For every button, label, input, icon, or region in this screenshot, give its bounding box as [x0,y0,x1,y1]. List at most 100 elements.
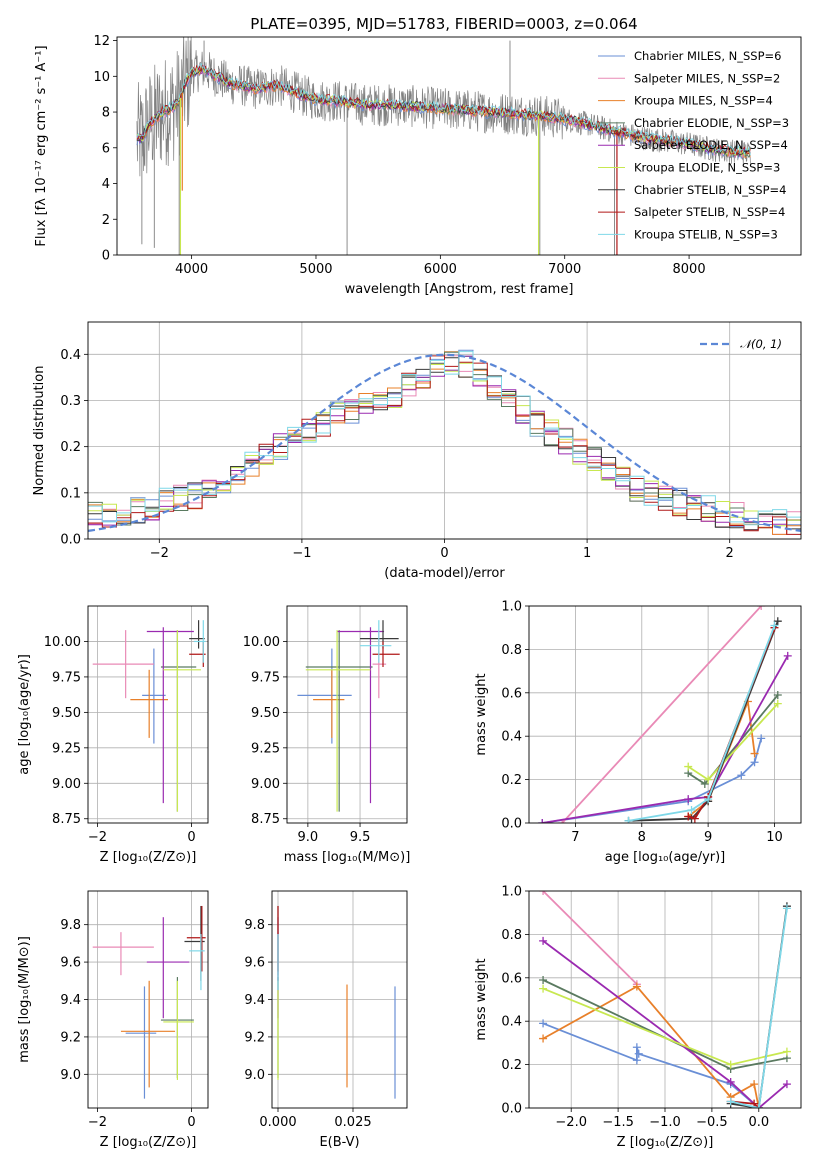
axes-frame [528,605,802,824]
weight-marker [538,819,547,823]
x-tick-label: 6000 [424,262,457,277]
legend-label-8: Kroupa STELIB, N_SSP=3 [634,227,778,241]
axes-0: 4000 5000 6000 7000 8000 0 2 4 6 8 10 12 wavelength … [34,15,802,297]
weight-line-2 [542,985,760,1108]
y-tick-label: 8.75 [52,812,81,827]
axes-frame [87,605,209,824]
weight-marker [632,1043,641,1052]
x-tick-label: 5000 [299,262,332,277]
x-tick-label: 2 [726,546,734,561]
legend-label-1: Salpeter MILES, N_SSP=2 [634,71,780,85]
weight-marker [783,651,792,660]
weight-marker [704,795,713,804]
x-tick-label: 9.5 [350,830,371,845]
x-axis-label: E(B-V) [319,1135,359,1150]
y-tick-label: 9.00 [251,777,280,792]
model-spectrum-8 [136,62,751,156]
weight-marker [773,699,782,708]
weight-marker [726,1060,735,1069]
weight-marker [632,1056,641,1065]
x-tick-label: 0.0 [748,1115,769,1130]
x-tick-label: −1 [292,546,311,561]
y-tick-label: 0.2 [501,1058,522,1073]
legend-label-2: Kroupa MILES, N_SSP=4 [634,94,773,108]
plot-area [539,891,791,1108]
y-tick-label: 9.6 [244,956,265,971]
plot-area [538,606,792,823]
x-tick-label: −2 [88,1115,107,1130]
y-tick-label: 0.3 [60,394,81,409]
y-tick-label: 10.00 [243,635,280,650]
x-tick-label: 8000 [673,262,706,277]
weight-marker [773,617,782,626]
x-tick-label: 0 [440,546,448,561]
y-tick-label: 0.6 [501,971,522,986]
weight-line-8 [730,908,788,1108]
weight-marker [632,982,641,991]
weight-marker [750,749,759,758]
legend-label-3: Chabrier ELODIE, N_SSP=3 [634,116,789,130]
legend-label-5: Kroupa ELODIE, N_SSP=3 [634,161,780,175]
x-tick-label: −0.5 [696,1115,728,1130]
x-axis-label: (data-model)/error [384,566,505,581]
weight-marker [539,936,548,945]
x-tick-label: 1 [583,546,591,561]
x-tick-label: −2 [88,830,107,845]
y-tick-label: 9.00 [52,777,81,792]
plot-area [88,349,801,535]
x-tick-label: 10 [766,830,783,845]
weight-marker [757,734,766,743]
y-tick-label: 9.6 [60,956,81,971]
weight-marker [782,904,791,913]
axes-frame [87,890,209,1109]
weight-marker [754,1104,763,1108]
weight-line-2 [687,697,756,818]
weight-line-4 [542,655,789,823]
y-tick-label: 2 [102,213,110,228]
x-axis-label: Z [log₁₀(Z/Z⊙)] [100,1135,197,1150]
weight-marker [684,795,693,804]
weight-line-7 [687,627,776,820]
weight-marker [690,814,699,823]
y-tick-label: 9.2 [60,1030,81,1045]
x-tick-label: 7000 [548,262,581,277]
weight-marker [757,606,766,610]
y-tick-label: 0.8 [501,928,522,943]
x-tick-label: 7 [571,830,579,845]
y-tick-label: 9.8 [60,918,81,933]
weight-line-5 [687,702,779,781]
weight-marker [539,1019,548,1028]
weight-marker [687,805,696,814]
y-tick-label: 12 [93,34,110,49]
weight-marker [750,1080,759,1089]
y-tick-label: 0.4 [501,730,522,745]
weight-marker [634,1049,643,1058]
weight-marker [726,1097,735,1106]
x-tick-label: 0.000 [259,1115,296,1130]
x-tick-label: 0 [187,830,195,845]
weight-line-1 [561,606,762,823]
axes-frame [286,605,408,824]
y-tick-label: 0 [102,249,110,264]
y-tick-label: 9.50 [52,706,81,721]
x-axis-label: mass [log₁₀(M/M⊙)] [284,850,411,865]
legend-label-6: Chabrier STELIB, N_SSP=4 [634,183,786,197]
axes-6: 0.000 0.025 9.0 9.2 9.4 9.6 9.8 E(B-V) [244,890,408,1150]
y-tick-label: 10 [93,70,110,85]
weight-marker [750,758,759,767]
axes-2: −2 0 8.75 9.00 9.25 9.50 9.75 10.00 Z [log₁₀(Z/Z… [17,605,209,865]
y-tick-label: 1.0 [501,885,522,900]
y-tick-label: 9.50 [251,706,280,721]
weight-marker [773,690,782,699]
x-axis-label: wavelength [Angstrom, rest frame] [345,282,574,297]
weight-marker [624,816,633,823]
axes-3: 9.0 9.5 8.75 9.00 9.25 9.50 9.75 10.00 mass [log… [243,605,411,865]
y-tick-label: 0.8 [501,643,522,658]
x-tick-label: 8 [638,830,646,845]
weight-marker [684,762,693,771]
weight-marker [539,984,548,993]
y-tick-label: 9.25 [52,741,81,756]
x-tick-label: 0 [187,1115,195,1130]
y-tick-label: 9.75 [251,670,280,685]
y-axis-label: Flux [fλ 10⁻¹⁷ erg cm⁻² s⁻¹ A⁻¹] [34,45,49,246]
